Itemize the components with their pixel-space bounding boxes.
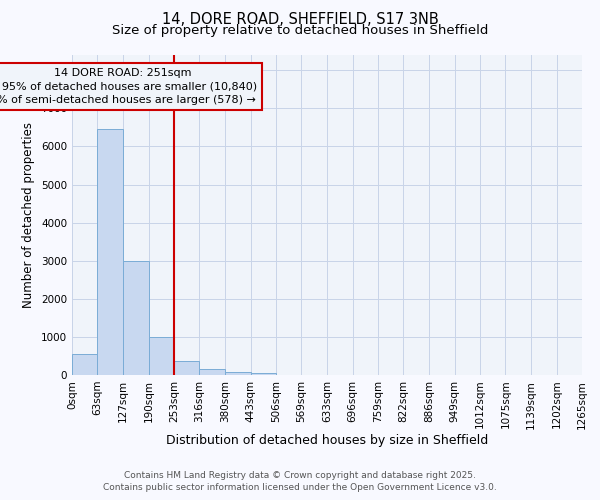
X-axis label: Distribution of detached houses by size in Sheffield: Distribution of detached houses by size … bbox=[166, 434, 488, 447]
Text: Contains HM Land Registry data © Crown copyright and database right 2025.
Contai: Contains HM Land Registry data © Crown c… bbox=[103, 471, 497, 492]
Y-axis label: Number of detached properties: Number of detached properties bbox=[22, 122, 35, 308]
Bar bbox=[225, 372, 251, 375]
Text: Size of property relative to detached houses in Sheffield: Size of property relative to detached ho… bbox=[112, 24, 488, 37]
Bar bbox=[72, 354, 97, 375]
Bar bbox=[251, 373, 276, 375]
Text: 14 DORE ROAD: 251sqm
← 95% of detached houses are smaller (10,840)
5% of semi-de: 14 DORE ROAD: 251sqm ← 95% of detached h… bbox=[0, 68, 257, 104]
Text: 14, DORE ROAD, SHEFFIELD, S17 3NB: 14, DORE ROAD, SHEFFIELD, S17 3NB bbox=[161, 12, 439, 28]
Bar bbox=[199, 369, 225, 375]
Bar bbox=[123, 262, 149, 375]
Bar bbox=[97, 130, 123, 375]
Bar bbox=[174, 361, 199, 375]
Bar bbox=[149, 337, 174, 375]
